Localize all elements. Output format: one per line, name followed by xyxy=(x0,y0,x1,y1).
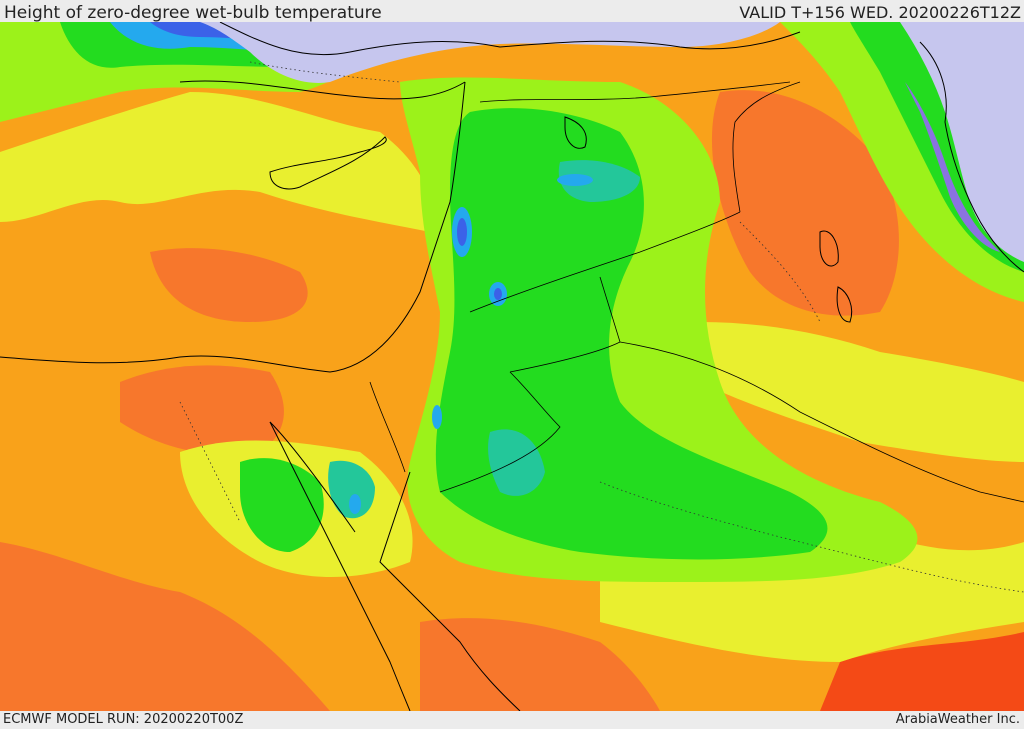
map-header: Height of zero-degree wet-bulb temperatu… xyxy=(0,0,1024,23)
border-iraq-saudi xyxy=(619,341,1024,503)
coastline-caspian xyxy=(919,41,1024,273)
field-lavender-black-sea xyxy=(200,22,780,83)
field-teal-jordan xyxy=(488,429,545,496)
field-yellow-mediterranean xyxy=(0,92,433,232)
border-syria-iraq xyxy=(469,211,741,313)
coastline-red-sea-west xyxy=(269,421,411,711)
coastline-red-sea-east xyxy=(379,471,521,711)
field-lavender-caspian xyxy=(900,22,1024,262)
field-orange-red-iran xyxy=(711,90,899,316)
field-green-sinai xyxy=(240,458,324,552)
dotted-border-egypt xyxy=(179,401,241,523)
border-turkey-syria xyxy=(479,81,791,103)
field-teal-sinai xyxy=(328,460,375,519)
field-deep-red-south-east xyxy=(820,632,1024,711)
cold-spot-iraq xyxy=(557,174,593,186)
border-jordan-saudi xyxy=(509,341,621,373)
border-saudi-jordan-south xyxy=(439,371,561,493)
cold-spot-jordan xyxy=(432,405,442,429)
coastline-turkey-south xyxy=(179,80,466,100)
field-purple-caspian-edge xyxy=(905,82,1000,252)
map-title: Height of zero-degree wet-bulb temperatu… xyxy=(4,3,382,23)
border-iran-iraq xyxy=(732,81,801,213)
field-orange-red-south xyxy=(0,542,330,711)
wet-bulb-map xyxy=(0,22,1024,711)
field-yellow-gulf xyxy=(700,322,1024,462)
field-orange-red-med xyxy=(150,248,308,322)
coastline-gulf-of-suez xyxy=(269,421,356,533)
coastlines xyxy=(0,22,1024,711)
map-footer: ECMWF MODEL RUN: 20200220T00Z ArabiaWeat… xyxy=(0,711,1024,729)
border-iraq-jordan xyxy=(599,276,621,343)
political-borders xyxy=(369,81,1024,503)
field-teal-iraq xyxy=(558,160,640,202)
valid-time-label: VALID T+156 WED. 20200226T12Z xyxy=(739,3,1021,22)
coastline-cyprus xyxy=(269,136,387,190)
lake-van xyxy=(564,116,587,149)
model-run-label: ECMWF MODEL RUN: 20200220T00Z xyxy=(3,712,244,727)
lake-urmia-south xyxy=(836,286,853,323)
cold-spot-lebanon-core xyxy=(457,218,467,246)
credit-label: ArabiaWeather Inc. xyxy=(895,712,1020,727)
cold-spot-sinai xyxy=(349,494,361,514)
lake-urmia xyxy=(819,230,839,267)
cold-spot-syria-core xyxy=(494,288,502,300)
border-egypt-israel xyxy=(369,381,406,473)
field-orange-red-south-center xyxy=(420,618,660,711)
coastline-mediterranean-south xyxy=(0,81,466,373)
coastline-turkey-north xyxy=(219,22,801,56)
dotted-border-iran xyxy=(739,221,821,323)
region-borders-dotted xyxy=(179,61,1024,593)
field-orange-red-egypt xyxy=(120,365,284,455)
